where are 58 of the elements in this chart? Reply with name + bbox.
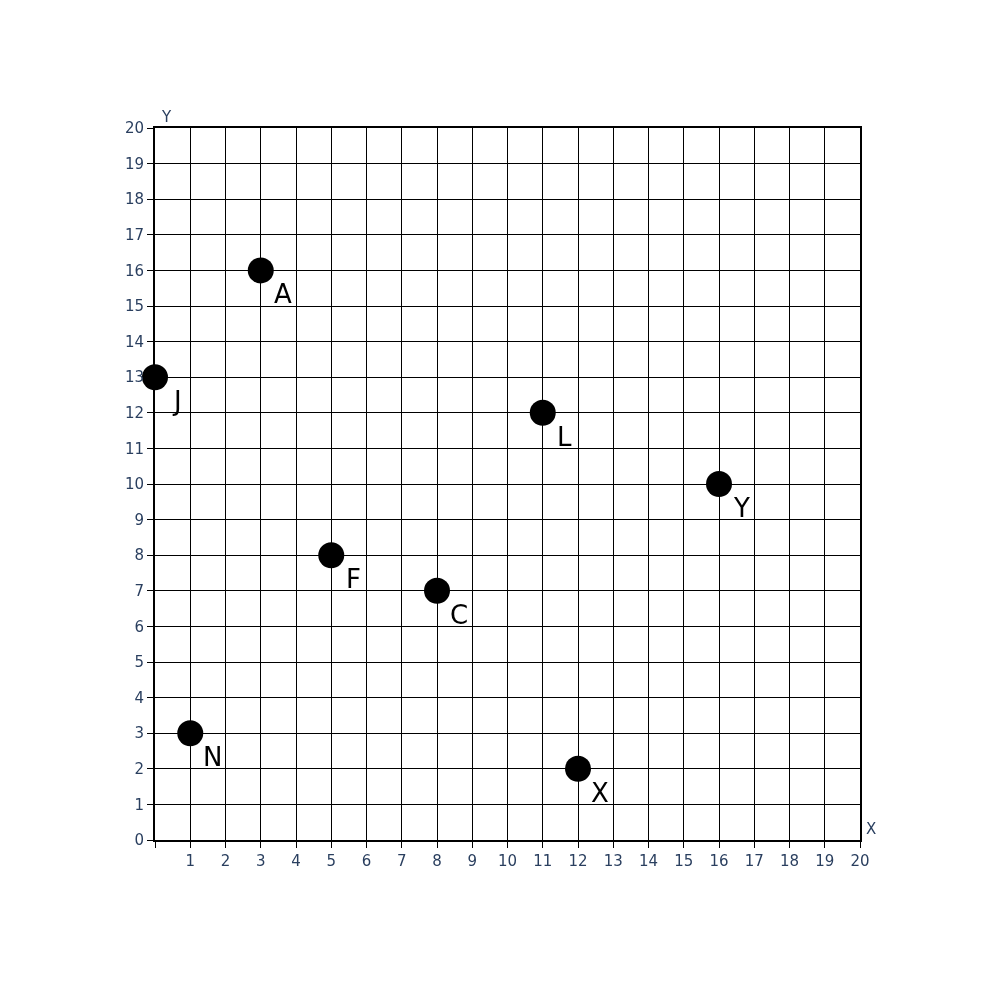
point: [177, 720, 204, 747]
y-tick-label: 15: [124, 297, 144, 316]
annotation: L: [557, 422, 572, 452]
annotation: F: [346, 564, 361, 594]
x-tick-label: 13: [603, 852, 623, 870]
x-tick-label: 9: [467, 852, 478, 870]
point: [142, 364, 168, 391]
y-tick-label: 14: [124, 332, 144, 351]
y-tick-label: 16: [124, 261, 144, 280]
x-tick-label: 8: [432, 852, 442, 870]
y-tick-label: 17: [124, 226, 144, 245]
point: [247, 257, 274, 284]
point: [529, 399, 556, 426]
x-tick-label: 18: [779, 852, 800, 870]
point: [318, 542, 345, 569]
y-tick-label: 0: [134, 831, 144, 850]
y-tick-label: 6: [134, 617, 144, 636]
y-axis-title: Y: [161, 108, 172, 126]
y-tick-label: 13: [124, 368, 144, 387]
x-tick-label: 15: [674, 852, 694, 870]
point: [424, 577, 450, 604]
y-tick-label: 9: [134, 510, 144, 529]
y-tick-label: 18: [124, 190, 144, 209]
annotation: Y: [733, 493, 750, 523]
y-tick-label: 11: [124, 439, 144, 458]
x-tick-label: 6: [361, 852, 372, 870]
y-tick-label: 1: [134, 795, 144, 814]
x-tick-label: 19: [815, 852, 835, 870]
x-tick-label: 20: [850, 852, 870, 870]
annotation: A: [274, 279, 292, 309]
x-tick-label: 1: [185, 852, 196, 870]
y-tick-label: 3: [134, 724, 144, 743]
x-tick-label: 3: [255, 852, 266, 870]
x-axis-title: X: [866, 820, 877, 838]
y-tick-label: 20: [124, 119, 144, 138]
x-tick-label: 2: [220, 852, 231, 870]
x-tick-label: 10: [497, 852, 518, 870]
y-tick-label: 2: [134, 760, 144, 779]
y-tick-label: 4: [134, 688, 144, 707]
x-tick-label: 16: [709, 852, 729, 870]
point: [706, 471, 732, 497]
x-tick-label: 17: [744, 852, 764, 870]
x-tick-label: 4: [291, 852, 301, 870]
annotation: X: [591, 778, 609, 808]
y-tick-label: 12: [124, 404, 144, 423]
point: [565, 755, 591, 782]
x-tick-label: 7: [396, 852, 407, 870]
y-tick-label: 7: [134, 582, 144, 601]
x-tick-label: 14: [638, 852, 659, 870]
y-tick-label: 8: [134, 546, 144, 565]
y-tick-label: 19: [124, 154, 144, 173]
x-tick-label: 11: [533, 852, 553, 870]
annotation: C: [450, 600, 469, 630]
annotation: N: [203, 742, 223, 772]
x-tick-label: 5: [326, 852, 337, 870]
y-tick-label: 5: [134, 653, 144, 672]
y-tick-label: 10: [124, 475, 144, 494]
x-tick-label: 12: [568, 852, 588, 870]
